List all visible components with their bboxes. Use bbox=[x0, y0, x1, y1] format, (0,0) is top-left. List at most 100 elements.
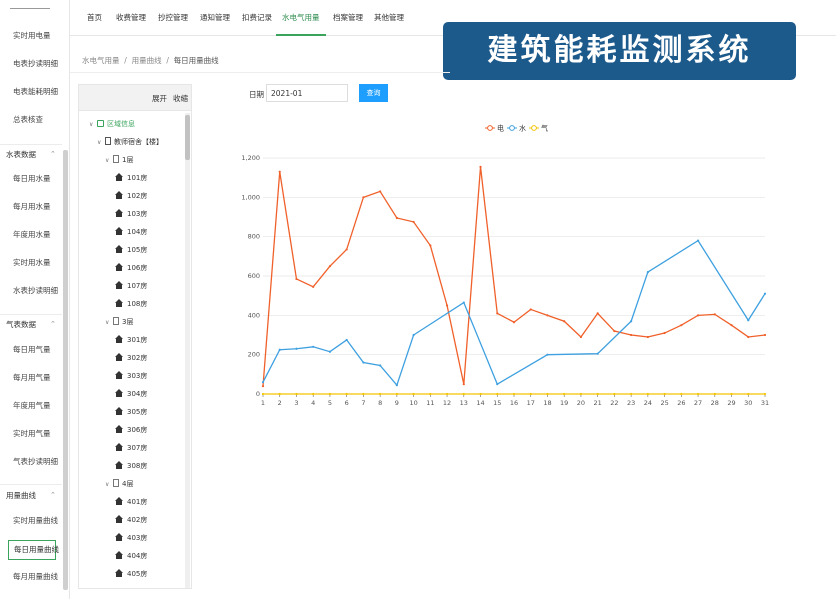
data-point bbox=[496, 392, 499, 396]
chevron-down-icon[interactable]: ∨ bbox=[89, 121, 94, 128]
nav-tab[interactable]: 档案管理 bbox=[333, 13, 363, 22]
tree-expand-button[interactable]: 展开 bbox=[152, 94, 167, 103]
tree-node[interactable]: 108房 bbox=[115, 297, 147, 311]
sidebar-item[interactable]: 电表能耗明细 bbox=[0, 86, 62, 102]
sidebar-item[interactable]: 年度用水量 bbox=[0, 229, 62, 245]
tree-node[interactable]: 307房 bbox=[115, 441, 147, 455]
tree-node[interactable]: 402房 bbox=[115, 513, 147, 527]
tree-node[interactable]: 107房 bbox=[115, 279, 147, 293]
breadcrumb-level2[interactable]: 用量曲线 bbox=[131, 56, 162, 65]
x-tick-label: 28 bbox=[711, 399, 719, 407]
sidebar-group[interactable]: 气表数据 ⌃ bbox=[0, 319, 62, 335]
chevron-down-icon[interactable]: ∨ bbox=[105, 481, 110, 488]
query-button[interactable]: 查询 bbox=[359, 84, 388, 102]
legend-label[interactable]: 水 bbox=[519, 124, 526, 133]
chevron-down-icon[interactable]: ∨ bbox=[105, 157, 110, 164]
sidebar-item[interactable]: 每日用气量 bbox=[0, 344, 62, 360]
x-tick-label: 13 bbox=[460, 399, 468, 407]
sidebar-divider bbox=[10, 8, 50, 9]
sidebar-item[interactable]: 每日用水量 bbox=[0, 173, 62, 189]
nav-tab[interactable]: 水电气用量 bbox=[276, 0, 326, 36]
tree-scrollbar-thumb[interactable] bbox=[185, 115, 190, 160]
legend-marker[interactable] bbox=[509, 125, 515, 131]
tree-node[interactable]: 104房 bbox=[115, 225, 147, 239]
tree-node[interactable]: ∨ 1层 bbox=[105, 153, 133, 167]
data-point bbox=[379, 364, 382, 367]
tree-collapse-button[interactable]: 收缩 bbox=[173, 94, 188, 103]
nav-tab[interactable]: 其他管理 bbox=[374, 13, 404, 22]
sidebar-item[interactable]: 每日用量曲线 bbox=[8, 540, 59, 560]
tree-node[interactable]: 304房 bbox=[115, 387, 147, 401]
tree-node[interactable]: 101房 bbox=[115, 171, 147, 185]
data-point bbox=[546, 314, 549, 317]
sidebar-item[interactable]: 气表抄读明细 bbox=[0, 456, 62, 472]
tree-node[interactable]: 103房 bbox=[115, 207, 147, 221]
chevron-up-icon: ⌃ bbox=[50, 320, 56, 328]
tree-node[interactable]: 102房 bbox=[115, 189, 147, 203]
tree-node-label: 305房 bbox=[127, 408, 148, 416]
sidebar: 实时用电量电表抄读明细 电表能耗明细 总表核查水表数据 ⌃ 每日用水量每月用水量年度用水… bbox=[0, 0, 70, 599]
tree-node[interactable]: 303房 bbox=[115, 369, 147, 383]
nav-tab[interactable]: 抄控管理 bbox=[158, 13, 188, 22]
sidebar-group[interactable]: 用量曲线 ⌃ bbox=[0, 490, 62, 506]
date-input[interactable] bbox=[266, 84, 348, 102]
x-tick-label: 19 bbox=[560, 399, 568, 407]
x-tick-label: 17 bbox=[527, 399, 535, 407]
sidebar-item[interactable]: 实时用气量 bbox=[0, 428, 62, 444]
sidebar-item[interactable]: 每月用量曲线 bbox=[0, 571, 62, 587]
tree-node[interactable]: 301房 bbox=[115, 333, 147, 347]
tree-node[interactable]: 106房 bbox=[115, 261, 147, 275]
tree-node[interactable]: 306房 bbox=[115, 423, 147, 437]
tree-node[interactable]: 404房 bbox=[115, 549, 147, 563]
sidebar-item[interactable]: 实时用水量 bbox=[0, 257, 62, 273]
tree-node[interactable]: 401房 bbox=[115, 495, 147, 509]
tree-node-label: 101房 bbox=[127, 174, 148, 182]
sidebar-item[interactable]: 实时用电量 bbox=[0, 30, 62, 46]
breadcrumb-level1[interactable]: 水电气用量 bbox=[82, 56, 120, 65]
house-icon bbox=[115, 461, 123, 469]
sidebar-item[interactable]: 每月用水量 bbox=[0, 201, 62, 217]
tree-node[interactable]: 105房 bbox=[115, 243, 147, 257]
legend-label[interactable]: 气 bbox=[541, 124, 548, 133]
tree-node[interactable]: 308房 bbox=[115, 459, 147, 473]
legend-marker[interactable] bbox=[531, 125, 537, 131]
sidebar-item-label: 气表数据 bbox=[6, 320, 36, 329]
daily-usage-chart: 0 200 400 600 800 1,000 1,200 1 2 3 4 5 6 7 8 9 10 11 12 13… bbox=[235, 112, 775, 412]
tree-node[interactable]: ∨ 4层 bbox=[105, 477, 133, 491]
nav-tab[interactable]: 首页 bbox=[87, 13, 102, 22]
region-icon bbox=[97, 120, 104, 127]
data-point bbox=[362, 196, 365, 199]
data-point bbox=[747, 335, 750, 339]
tree-node[interactable]: ∨ 教师宿舍【楼】 bbox=[97, 135, 163, 149]
x-tick-label: 7 bbox=[361, 399, 365, 407]
tree-node[interactable]: ∨ 3层 bbox=[105, 315, 133, 329]
x-tick-label: 29 bbox=[727, 399, 735, 407]
nav-tab[interactable]: 通知管理 bbox=[200, 13, 230, 22]
data-point bbox=[763, 392, 767, 396]
house-icon bbox=[115, 299, 123, 307]
nav-tab[interactable]: 收费管理 bbox=[116, 13, 146, 22]
legend-marker[interactable] bbox=[487, 125, 493, 131]
tree-node[interactable]: ∨ 区域信息 bbox=[89, 117, 135, 131]
sidebar-item[interactable]: 总表核查 bbox=[0, 114, 62, 130]
tree-node-label: 303房 bbox=[127, 372, 148, 380]
sidebar-item[interactable]: 电表抄读明细 bbox=[0, 58, 62, 74]
nav-tab[interactable]: 扣费记录 bbox=[242, 13, 272, 22]
x-tick-label: 30 bbox=[744, 399, 752, 407]
sidebar-group[interactable]: 水表数据 ⌃ bbox=[0, 149, 62, 165]
tree-node[interactable]: 305房 bbox=[115, 405, 147, 419]
tree-node[interactable]: 405房 bbox=[115, 567, 147, 581]
sidebar-item[interactable]: 每月用气量 bbox=[0, 372, 62, 388]
sidebar-scrollbar[interactable] bbox=[63, 150, 68, 590]
tree-node[interactable]: 302房 bbox=[115, 351, 147, 365]
legend-label[interactable]: 电 bbox=[497, 124, 504, 133]
tree-node-label: 108房 bbox=[127, 300, 148, 308]
sidebar-item[interactable]: 年度用气量 bbox=[0, 400, 62, 416]
chevron-down-icon[interactable]: ∨ bbox=[97, 139, 102, 146]
sidebar-item[interactable]: 水表抄读明细 bbox=[0, 285, 62, 301]
tree-node[interactable]: 403房 bbox=[115, 531, 147, 545]
sidebar-item[interactable]: 实时用量曲线 bbox=[0, 515, 62, 531]
chevron-down-icon[interactable]: ∨ bbox=[105, 319, 110, 326]
data-point bbox=[312, 345, 315, 348]
